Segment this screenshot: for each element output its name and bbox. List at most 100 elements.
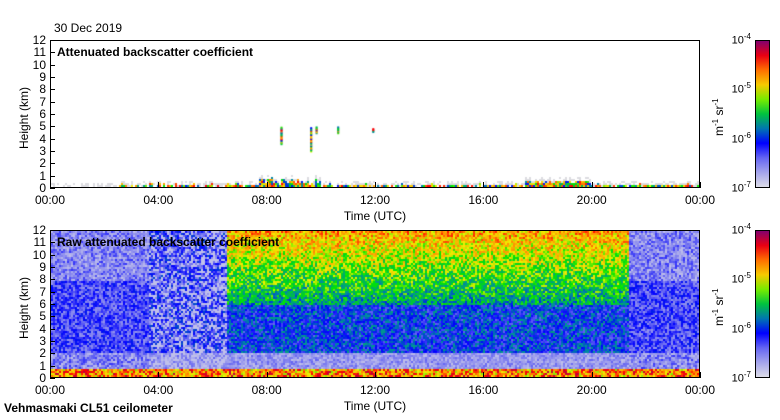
y-tick-label: 7 xyxy=(39,94,46,109)
x-tick-label: 20:00 xyxy=(576,193,607,207)
y-tick-label: 12 xyxy=(32,33,46,47)
y-axis-label: Height (km) xyxy=(17,86,31,149)
y-tick-mark xyxy=(50,291,55,293)
tick-base: 10 xyxy=(731,83,744,96)
y-tick-mark xyxy=(50,138,55,140)
tick-base: 10 xyxy=(731,133,744,146)
y-tick-mark xyxy=(50,77,55,78)
tick-base: 10 xyxy=(731,273,744,286)
x-tick-label: 00:00 xyxy=(684,383,716,397)
y-tick-mark xyxy=(50,230,55,231)
heatmap-canvas xyxy=(51,231,699,377)
plot-area-1: Raw attenuated backscatter coefficient xyxy=(50,230,700,378)
y-tick-label: 10 xyxy=(32,247,46,262)
y-tick-mark xyxy=(50,242,55,244)
y-tick-label: 12 xyxy=(32,223,46,237)
y-tick-label: 9 xyxy=(39,70,46,84)
x-tick-mark xyxy=(266,182,268,188)
y-tick-mark xyxy=(50,175,55,177)
x-tick-label: 12:00 xyxy=(359,383,391,397)
unit-part: m xyxy=(712,316,726,326)
y-tick-label: 5 xyxy=(39,309,46,324)
date-label: 30 Dec 2019 xyxy=(54,21,123,35)
y-tick-mark xyxy=(50,89,55,91)
y-tick-label: 1 xyxy=(39,168,46,183)
y-tick-label: 4 xyxy=(39,321,46,336)
unit-part: sr xyxy=(712,295,726,306)
x-tick-label: 00:00 xyxy=(34,383,66,397)
unit-part: -1 xyxy=(711,288,720,296)
colorbar-tick-label: 10-6 xyxy=(725,321,751,336)
tick-exponent: -7 xyxy=(743,180,751,189)
heatmap-canvas xyxy=(51,41,699,187)
y-axis-label: Height (km) xyxy=(17,276,31,339)
x-axis-label: Time (UTC) xyxy=(343,209,407,223)
y-tick-label: 3 xyxy=(39,144,46,158)
y-tick-label: 8 xyxy=(39,272,46,287)
x-tick-mark xyxy=(700,372,701,378)
y-tick-label: 11 xyxy=(33,45,46,60)
colorbar xyxy=(755,230,770,378)
tick-exponent: -7 xyxy=(743,370,751,379)
y-tick-mark xyxy=(50,52,55,54)
y-tick-mark xyxy=(50,328,55,330)
x-tick-mark xyxy=(375,182,376,188)
colorbar-tick-label: 10-7 xyxy=(725,370,751,385)
colorbar-tick-label: 10-5 xyxy=(725,271,751,286)
y-tick-label: 5 xyxy=(39,119,46,134)
x-tick-label: 20:00 xyxy=(576,383,607,397)
x-tick-mark xyxy=(375,372,376,378)
colorbar-tick-label: 10-7 xyxy=(725,180,751,195)
y-tick-label: 0 xyxy=(39,181,46,195)
x-tick-mark xyxy=(700,182,701,188)
tick-exponent: -4 xyxy=(743,222,751,231)
tick-base: 10 xyxy=(731,34,744,47)
y-tick-mark xyxy=(50,254,55,256)
x-tick-label: 08:00 xyxy=(251,193,282,207)
x-tick-label: 00:00 xyxy=(34,193,66,207)
x-tick-mark xyxy=(591,182,593,188)
y-tick-label: 4 xyxy=(39,131,46,146)
y-tick-label: 10 xyxy=(32,57,46,72)
y-tick-mark xyxy=(50,40,55,41)
tick-base: 10 xyxy=(731,224,744,237)
x-axis-label: Time (UTC) xyxy=(343,399,407,413)
y-tick-label: 2 xyxy=(39,346,46,361)
tick-exponent: -5 xyxy=(743,271,751,281)
y-tick-label: 11 xyxy=(33,235,46,250)
colorbar xyxy=(755,40,770,188)
x-tick-mark xyxy=(50,182,51,188)
panel-title: Raw attenuated backscatter coefficient xyxy=(57,235,280,249)
y-tick-mark xyxy=(50,188,55,189)
x-tick-mark xyxy=(483,372,485,378)
plot-area-0: Attenuated backscatter coefficient xyxy=(50,40,700,188)
colorbar-tick-label: 10-5 xyxy=(725,81,751,96)
y-tick-label: 0 xyxy=(39,371,46,385)
colorbar-tick-label: 10-4 xyxy=(725,222,751,237)
y-tick-mark xyxy=(50,353,55,355)
y-tick-mark xyxy=(50,126,55,128)
x-tick-label: 00:00 xyxy=(684,193,716,207)
y-tick-label: 8 xyxy=(39,82,46,97)
tick-exponent: -4 xyxy=(743,32,751,41)
tick-base: 10 xyxy=(731,372,744,385)
x-tick-mark xyxy=(591,372,593,378)
unit-part: -1 xyxy=(711,308,720,316)
y-tick-label: 1 xyxy=(39,358,46,373)
y-tick-mark xyxy=(50,279,55,281)
y-tick-mark xyxy=(50,163,55,165)
y-tick-label: 6 xyxy=(39,297,46,311)
x-tick-label: 08:00 xyxy=(251,383,282,397)
y-tick-label: 6 xyxy=(39,107,46,121)
tick-base: 10 xyxy=(731,182,744,195)
x-tick-label: 12:00 xyxy=(359,193,391,207)
y-tick-label: 3 xyxy=(39,334,46,348)
x-tick-mark xyxy=(266,372,268,378)
tick-base: 10 xyxy=(731,323,744,336)
tick-exponent: -5 xyxy=(743,81,751,91)
unit-part: -1 xyxy=(711,98,720,106)
y-tick-label: 7 xyxy=(39,284,46,299)
colorbar-tick-label: 10-6 xyxy=(725,131,751,146)
y-tick-mark xyxy=(50,114,55,115)
